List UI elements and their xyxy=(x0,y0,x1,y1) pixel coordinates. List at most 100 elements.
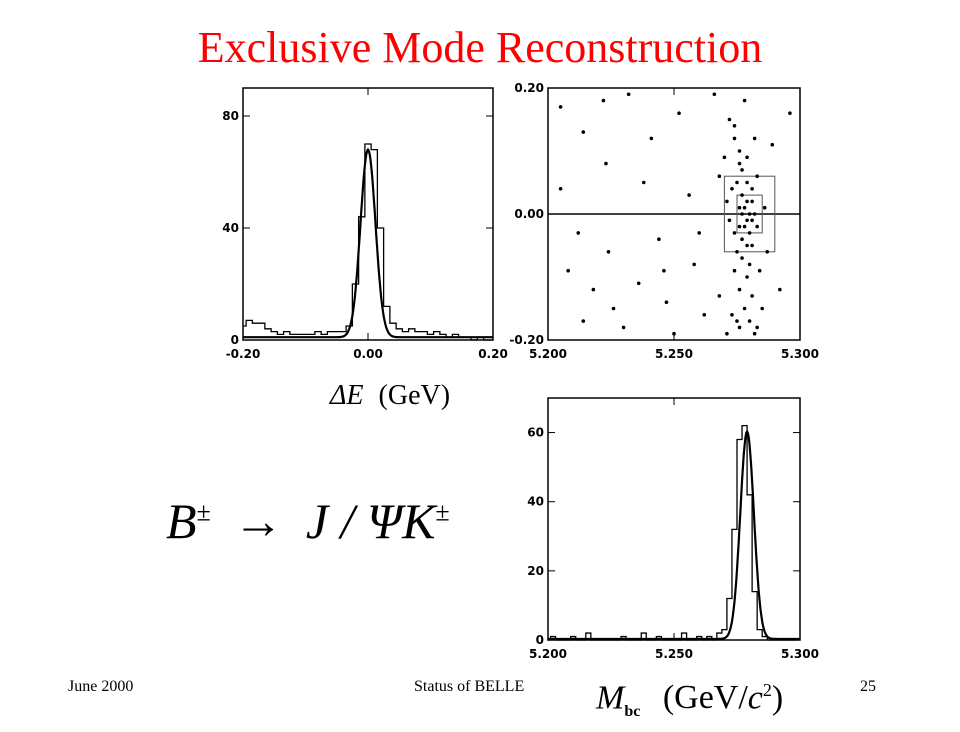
signal-box xyxy=(723,175,776,253)
scatter-point xyxy=(657,237,661,241)
y-tick-label: 0 xyxy=(231,333,239,347)
scatter-point xyxy=(727,218,732,223)
decay-rhs: J / ΨK xyxy=(305,493,436,549)
scatter-point xyxy=(717,174,722,178)
scatter-point xyxy=(745,180,749,185)
scatter-point xyxy=(755,174,759,178)
scatter-point xyxy=(558,187,563,191)
x-tick-label: 5.300 xyxy=(781,647,819,661)
scatter-point xyxy=(725,331,729,336)
decay-equation: B± → J / ΨK± xyxy=(166,492,450,550)
scatter-point xyxy=(747,262,752,267)
x-tick-label: 5.200 xyxy=(529,647,567,661)
scatter-point xyxy=(702,313,707,317)
y-tick-label: 0 xyxy=(536,633,544,647)
scatter-point xyxy=(765,250,770,254)
scatter-point xyxy=(662,268,666,273)
slide-title: Exclusive Mode Reconstruction xyxy=(197,23,763,72)
scatter-point xyxy=(606,250,611,254)
scatter-point xyxy=(732,268,737,273)
scatter-point xyxy=(722,155,727,160)
delta-e-axis-label: ΔE (GeV) xyxy=(330,380,450,412)
scatter-point xyxy=(752,212,757,216)
scatter-point xyxy=(576,231,581,235)
fit-curve xyxy=(243,147,493,339)
scatter-point xyxy=(730,187,734,191)
scatter-point xyxy=(742,306,747,311)
decay-rhs-charge: ± xyxy=(435,497,450,527)
scatter-point xyxy=(737,287,742,292)
mbc-subscript: bc xyxy=(624,703,641,721)
scatter-point xyxy=(636,281,641,286)
scatter-point xyxy=(747,212,752,216)
decay-lhs-charge: ± xyxy=(196,497,211,527)
scatter-point xyxy=(750,199,754,204)
x-tick-label: 0.20 xyxy=(478,347,508,361)
x-tick-label: 5.300 xyxy=(781,347,819,361)
mbc-histogram: 5.200 5.250 5.300 0 20 40 60 xyxy=(527,397,819,661)
scatter-point xyxy=(649,136,654,141)
scatter-point xyxy=(737,325,742,330)
scatter-point xyxy=(740,212,744,216)
y-tick-label: 80 xyxy=(222,109,239,123)
scatter-point xyxy=(750,294,754,298)
scatter-point xyxy=(737,205,742,210)
scatter-point xyxy=(672,331,676,336)
scatter-point xyxy=(752,331,757,336)
scatter-point xyxy=(581,130,586,134)
mbc-unit-c: c xyxy=(747,679,763,717)
x-tick-label: -0.20 xyxy=(226,347,261,361)
plot-frame xyxy=(547,397,801,641)
scatter-point xyxy=(566,268,570,273)
scatter-point xyxy=(697,231,701,235)
scatter-point xyxy=(742,98,747,103)
decay-arrow: → xyxy=(233,493,284,549)
scatter-point xyxy=(750,218,754,223)
y-tick-label: 40 xyxy=(222,221,239,235)
scatter-point xyxy=(737,224,742,229)
scatter-point xyxy=(762,205,767,210)
scatter-point xyxy=(732,231,737,235)
mbc-unit-open: (GeV/ xyxy=(662,679,748,717)
scatter-point xyxy=(692,262,696,267)
fit-curve xyxy=(548,429,800,641)
scatter-point xyxy=(755,224,759,229)
x-tick-label: 0.00 xyxy=(353,347,383,361)
scatter-point xyxy=(727,117,732,122)
scatter-point xyxy=(742,224,747,229)
scatter-point xyxy=(611,306,616,311)
scatter-point xyxy=(677,111,681,115)
delta-e-symbol: ΔE xyxy=(330,380,364,411)
y-tick-label: 0.20 xyxy=(514,81,544,95)
scatter-point xyxy=(641,180,646,185)
scatter-point xyxy=(737,149,742,153)
scatter-point xyxy=(621,325,626,330)
y-tick-label: -0.20 xyxy=(509,333,544,347)
scatter-point xyxy=(581,319,586,323)
scatter-point xyxy=(740,168,744,172)
scatter-point xyxy=(745,243,749,248)
footer-date: June 2000 xyxy=(68,678,134,695)
mbc-symbol: M xyxy=(596,679,625,717)
delta-e-histogram: -0.20 0.00 0.20 0 40 80 xyxy=(222,87,508,361)
scatter-point xyxy=(735,319,739,323)
scatter-point xyxy=(770,142,775,147)
scatter-point xyxy=(735,180,739,185)
scatter-point xyxy=(717,294,722,298)
scatter-point xyxy=(755,325,759,330)
x-tick-label: 5.250 xyxy=(655,647,693,661)
scatter-point xyxy=(725,199,729,204)
y-tick-label: 60 xyxy=(527,426,544,440)
scatter-point xyxy=(747,231,752,235)
scatter-point xyxy=(788,111,792,115)
scatter-point xyxy=(740,256,744,260)
y-tick-label: 20 xyxy=(527,564,544,578)
histogram-steps xyxy=(548,425,798,641)
mbc-unit-close: ) xyxy=(771,679,784,717)
scatter-point xyxy=(712,92,717,97)
scatter-point xyxy=(664,300,669,305)
y-tick-label: 40 xyxy=(527,495,544,509)
scatter-point xyxy=(740,193,744,197)
scatter-point xyxy=(745,155,749,160)
